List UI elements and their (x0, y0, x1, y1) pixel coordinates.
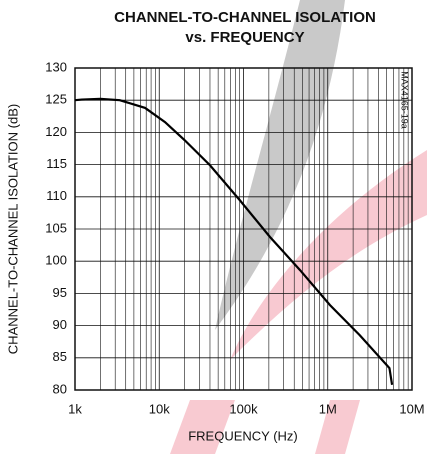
x-tick-label: 100k (229, 401, 258, 416)
y-tick-label: 90 (53, 317, 67, 332)
y-tick-label: 125 (45, 92, 67, 107)
y-tick-label: 85 (53, 349, 67, 364)
x-axis-label: FREQUENCY (Hz) (188, 428, 298, 443)
y-tick-label: 130 (45, 59, 67, 74)
y-tick-label: 115 (46, 156, 67, 171)
x-tick-label: 10M (399, 401, 424, 416)
y-tick-label: 95 (53, 285, 67, 300)
x-tick-label: 10k (149, 401, 170, 416)
chart-title: CHANNEL-TO-CHANNEL ISOLATION (114, 9, 376, 26)
y-tick-label: 80 (53, 381, 67, 396)
y-tick-label: 100 (45, 253, 67, 268)
x-tick-label: 1M (319, 401, 337, 416)
y-axis-label: CHANNEL-TO-CHANNEL ISOLATION (dB) (5, 104, 20, 354)
y-tick-label: 110 (46, 188, 67, 203)
x-tick-label: 1k (68, 401, 82, 416)
y-tick-label: 120 (45, 124, 67, 139)
chart-title: vs. FREQUENCY (185, 29, 304, 46)
line-series (74, 97, 394, 386)
y-tick-label: 105 (45, 220, 67, 235)
